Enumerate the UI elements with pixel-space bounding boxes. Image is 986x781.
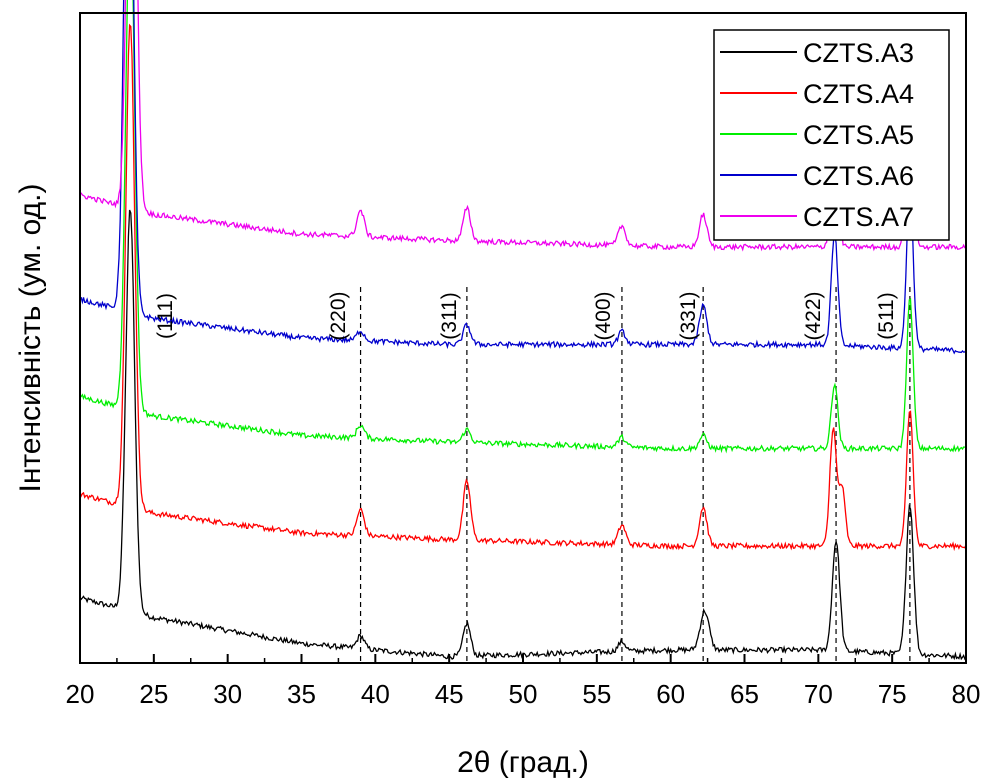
peak-label-400: (400): [592, 291, 615, 340]
x-tick-label: 45: [435, 679, 464, 709]
peak-label-220: (220): [327, 291, 350, 340]
x-tick-label: 80: [952, 679, 981, 709]
series-line-czts-a4: [79, 23, 967, 552]
x-tick-label: 20: [66, 679, 95, 709]
peak-label-111: (111): [154, 293, 177, 339]
legend-label: CZTS.A4: [803, 79, 914, 109]
x-axis-title: 2θ (град.): [457, 746, 589, 779]
series-line-czts-a3: [79, 209, 967, 661]
peak-label-331: (331): [677, 291, 700, 340]
series-line-czts-a6: [80, 0, 967, 355]
peak-label-422: (422): [802, 291, 825, 340]
axis-ticks: 20 25 30 35 40 45 50 55 60 65 70 75 80: [66, 654, 981, 709]
peak-labels: (220) (311) (400) (331) (422) (511) (111): [154, 291, 898, 340]
series-line-czts-a5: [79, 0, 967, 454]
legend-label: CZTS.A5: [803, 120, 914, 150]
x-tick-label: 70: [804, 679, 833, 709]
legend-label: CZTS.A7: [803, 202, 914, 232]
legend-label: CZTS.A3: [803, 38, 914, 68]
x-tick-label: 75: [878, 679, 907, 709]
x-tick-label: 35: [287, 679, 316, 709]
x-tick-label: 40: [361, 679, 390, 709]
x-tick-label: 25: [139, 679, 168, 709]
x-tick-label: 60: [656, 679, 685, 709]
x-tick-label: 55: [582, 679, 611, 709]
legend-label: CZTS.A6: [803, 161, 914, 191]
series-line-czts-a7: [79, 0, 967, 252]
x-tick-label: 65: [730, 679, 759, 709]
y-axis-title: Інтенсивність (ум. од.): [14, 184, 47, 493]
series-layer: [79, 0, 967, 661]
legend: CZTS.A3 CZTS.A4 CZTS.A5 CZTS.A6 CZTS.A7: [713, 29, 950, 241]
peak-label-511: (511): [875, 292, 898, 339]
x-tick-label: 30: [213, 679, 242, 709]
peak-label-311: (311): [438, 292, 461, 339]
x-tick-label: 50: [509, 679, 538, 709]
